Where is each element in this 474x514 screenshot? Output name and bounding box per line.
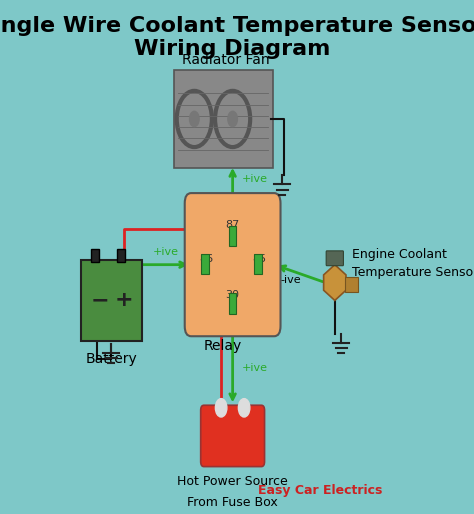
Polygon shape (324, 265, 346, 301)
Circle shape (238, 399, 250, 417)
Circle shape (215, 399, 227, 417)
Text: -ive: -ive (281, 275, 301, 285)
Text: Relay: Relay (203, 339, 242, 354)
FancyBboxPatch shape (201, 254, 209, 274)
Text: 85: 85 (252, 253, 266, 264)
FancyBboxPatch shape (173, 70, 273, 168)
Text: Battery: Battery (85, 352, 137, 366)
Text: 30: 30 (226, 290, 240, 300)
Text: +ive: +ive (153, 247, 179, 257)
Text: −: − (91, 290, 109, 310)
FancyBboxPatch shape (117, 249, 125, 262)
FancyBboxPatch shape (326, 251, 344, 266)
FancyBboxPatch shape (229, 226, 237, 246)
Text: Temperature Sensor: Temperature Sensor (352, 266, 474, 279)
Text: Hot Power Source: Hot Power Source (177, 475, 288, 488)
Text: +ive: +ive (242, 363, 268, 373)
FancyBboxPatch shape (185, 193, 281, 336)
Text: From Fuse Box: From Fuse Box (187, 496, 278, 509)
Circle shape (228, 112, 237, 126)
FancyBboxPatch shape (91, 249, 99, 262)
Text: Easy Car Electrics: Easy Car Electrics (258, 484, 383, 497)
Circle shape (190, 112, 199, 126)
Text: +: + (115, 290, 133, 310)
FancyBboxPatch shape (254, 254, 262, 274)
FancyBboxPatch shape (229, 293, 237, 314)
Text: 87: 87 (226, 221, 240, 230)
FancyBboxPatch shape (346, 278, 358, 292)
Text: +ive: +ive (242, 174, 268, 184)
Text: Radiator Fan: Radiator Fan (182, 53, 270, 67)
Text: Engine Coolant: Engine Coolant (352, 248, 447, 261)
FancyBboxPatch shape (201, 405, 264, 467)
FancyBboxPatch shape (81, 260, 142, 341)
Text: 86: 86 (199, 253, 213, 264)
Text: Single Wire Coolant Temperature Sensor
Wiring Diagram: Single Wire Coolant Temperature Sensor W… (0, 15, 474, 59)
